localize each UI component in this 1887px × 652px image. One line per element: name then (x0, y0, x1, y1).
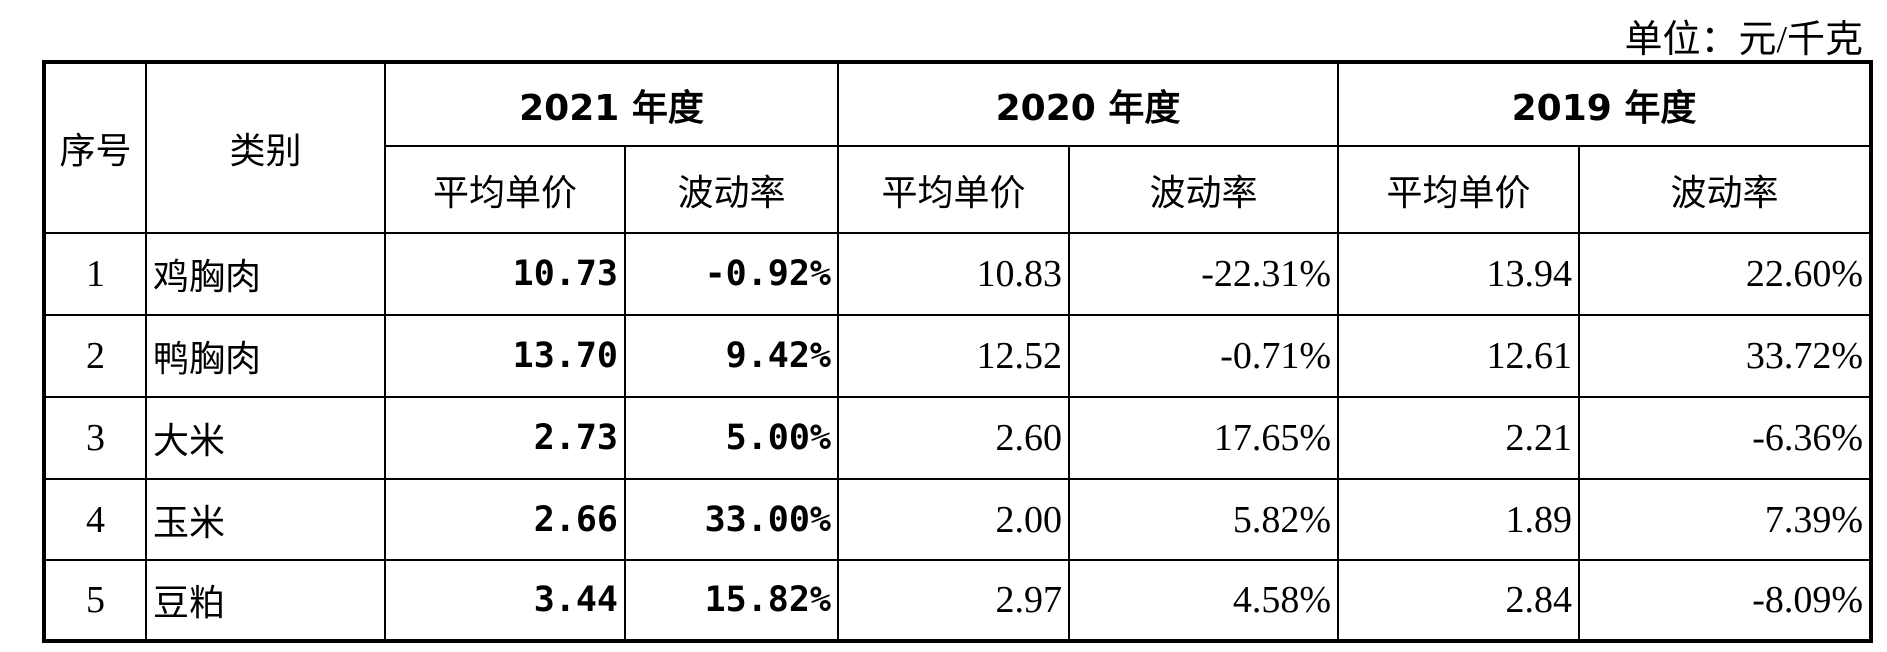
index-cell: 4 (43, 478, 147, 561)
category-cell: 豆粕 (145, 559, 386, 642)
value-cell: -22.31% (1068, 232, 1339, 316)
value-cell: 5.00% (624, 396, 839, 480)
data-row: 1 鸡胸肉 10.73 -0.92% 10.83 -22.31% 13.94 22.60% (43, 232, 1872, 316)
value-cell: -8.09% (1578, 559, 1872, 642)
value-cell: 2.73 (384, 396, 626, 480)
category-cell: 鸭胸肉 (145, 314, 386, 398)
value-cell: 2.21 (1337, 396, 1580, 480)
subheader-cell: 波动率 (624, 145, 839, 234)
data-row: 5 豆粕 3.44 15.82% 2.97 4.58% 2.84 -8.09% (43, 559, 1872, 642)
value-cell: -6.36% (1578, 396, 1872, 480)
value-cell: 17.65% (1068, 396, 1339, 480)
value-cell: 15.82% (624, 559, 839, 642)
data-row: 3 大米 2.73 5.00% 2.60 17.65% 2.21 -6.36% (43, 396, 1872, 480)
value-cell: 13.94 (1337, 232, 1580, 316)
index-cell: 3 (43, 396, 147, 480)
index-cell: 5 (43, 559, 147, 642)
header-cell: 序号 (43, 61, 147, 234)
subheader-cell: 波动率 (1578, 145, 1872, 234)
value-cell: 13.70 (384, 314, 626, 398)
value-cell: 5.82% (1068, 478, 1339, 561)
value-cell: 2.60 (837, 396, 1070, 480)
subheader-cell: 平均单价 (384, 145, 626, 234)
year-header: 2019 年度 (1337, 61, 1872, 147)
value-cell: -0.92% (624, 232, 839, 316)
header-cell: 类别 (145, 61, 386, 234)
value-cell: 2.66 (384, 478, 626, 561)
value-cell: 3.44 (384, 559, 626, 642)
category-cell: 大米 (145, 396, 386, 480)
value-cell: 2.84 (1337, 559, 1580, 642)
value-cell: 33.72% (1578, 314, 1872, 398)
value-cell: 2.97 (837, 559, 1070, 642)
subheader-cell: 平均单价 (837, 145, 1070, 234)
value-cell: 1.89 (1337, 478, 1580, 561)
value-cell: 22.60% (1578, 232, 1872, 316)
value-cell: 4.58% (1068, 559, 1339, 642)
value-cell: 10.83 (837, 232, 1070, 316)
data-row: 2 鸭胸肉 13.70 9.42% 12.52 -0.71% 12.61 33.72% (43, 314, 1872, 398)
value-cell: 33.00% (624, 478, 839, 561)
value-cell: 10.73 (384, 232, 626, 316)
value-cell: 2.00 (837, 478, 1070, 561)
year-header: 2021 年度 (384, 61, 839, 147)
index-cell: 2 (43, 314, 147, 398)
subheader-cell: 波动率 (1068, 145, 1339, 234)
header-row: 序号 类别 2021 年度 2020 年度 2019 年度 (43, 61, 1872, 234)
price-table: 序号 类别 2021 年度 2020 年度 2019 年度 平均单价 波动率 平均单… (42, 60, 1873, 643)
year-header: 2020 年度 (837, 61, 1339, 147)
data-row: 4 玉米 2.66 33.00% 2.00 5.82% 1.89 7.39% (43, 478, 1872, 561)
value-cell: 9.42% (624, 314, 839, 398)
value-cell: 12.61 (1337, 314, 1580, 398)
value-cell: 12.52 (837, 314, 1070, 398)
subheader-cell: 平均单价 (1337, 145, 1580, 234)
value-cell: 7.39% (1578, 478, 1872, 561)
index-cell: 1 (43, 232, 147, 316)
unit-label: 单位：元/千克 (1624, 19, 1863, 61)
category-cell: 鸡胸肉 (145, 232, 386, 316)
subheader-row: 平均单价 波动率 平均单价 波动率 平均单价 波动率 (44, 145, 1872, 234)
value-cell: -0.71% (1068, 314, 1339, 398)
category-cell: 玉米 (145, 478, 386, 561)
